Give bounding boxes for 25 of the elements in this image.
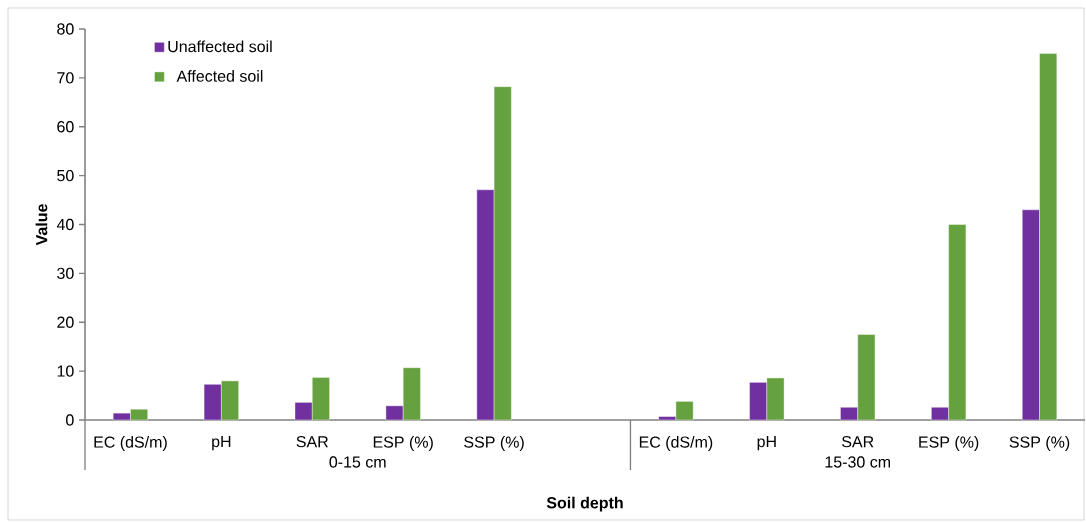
x-tick-label: SSP (%) [464, 436, 524, 451]
text: 0-15 cm [329, 456, 386, 468]
text: 15-30 cm [825, 456, 890, 468]
x-tick-label: ESP (%) [373, 436, 433, 451]
x-tick-label: EC (dS/m) [94, 436, 167, 451]
y-tick-label: 0 [66, 414, 74, 426]
x-tick-label: pH [212, 436, 231, 451]
y-tick-label: 30 [57, 267, 74, 280]
x-axis-title: Soil depth [546, 496, 623, 512]
y-tick-label: 50 [57, 169, 74, 182]
x-tick-label: SAR [842, 436, 874, 448]
x-tick-label: SSP (%) [1009, 436, 1070, 451]
y-tick-label: 60 [57, 121, 74, 133]
y-tick-label: 70 [57, 72, 74, 84]
y-tick-label: 20 [57, 316, 74, 328]
y-tick-label: 80 [57, 23, 74, 35]
x-tick-label: ESP (%) [919, 436, 979, 451]
legend-label: Affected soil [176, 70, 263, 82]
x-tick-label: pH [757, 436, 776, 451]
x-tick-label: EC (dS/m) [639, 436, 713, 451]
x-tick-label: SAR [296, 436, 328, 448]
y-tick-label: 10 [57, 365, 74, 377]
y-tick-label: 40 [56, 218, 74, 231]
y-axis-title: Value [35, 204, 48, 246]
legend-label: Unaffected soil [168, 40, 272, 53]
